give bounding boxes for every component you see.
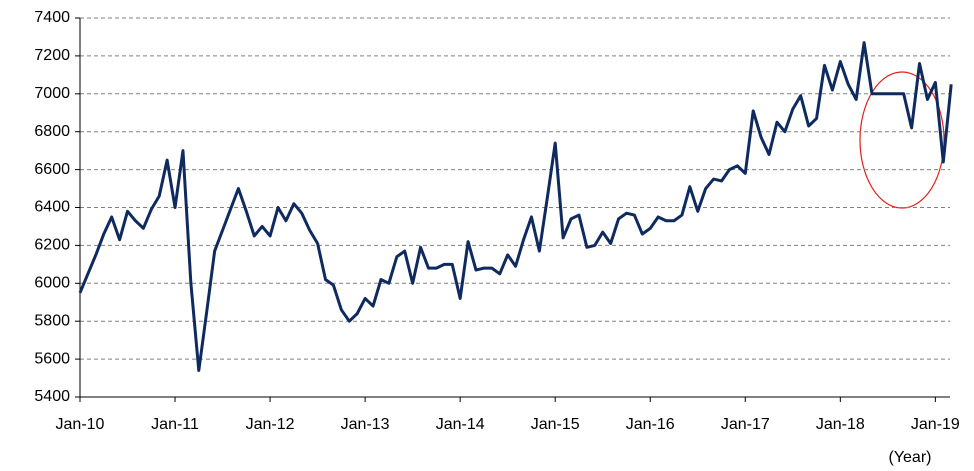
x-tick-label: Jan-18 [816, 416, 865, 433]
data-line [78, 41, 953, 372]
x-tick-label: Jan-19 [911, 416, 960, 433]
x-tick-label: Jan-17 [721, 416, 770, 433]
y-tick-label: 5800 [34, 312, 70, 329]
x-tick-label: Jan-14 [436, 416, 485, 433]
y-tick-label: 6800 [34, 123, 70, 140]
x-tick-label: Jan-15 [531, 416, 580, 433]
x-tick-label: Jan-13 [341, 416, 390, 433]
y-tick-label: 6000 [34, 275, 70, 292]
x-tick-label: Jan-16 [626, 416, 675, 433]
y-tick-label: 7200 [34, 47, 70, 64]
y-tick-label: 5600 [34, 350, 70, 367]
y-tick-label: 7000 [34, 85, 70, 102]
y-tick-label: 6400 [34, 199, 70, 216]
y-tick-label: 5400 [34, 388, 70, 405]
y-tick-label: 7400 [34, 9, 70, 26]
x-tick-label: Jan-11 [151, 416, 199, 433]
y-tick-label: 6600 [34, 161, 70, 178]
x-tick-label: Jan-12 [246, 416, 295, 433]
x-tick-label: Jan-10 [56, 416, 105, 433]
x-axis-label: (Year) [889, 449, 932, 466]
y-tick-label: 6200 [34, 237, 70, 254]
